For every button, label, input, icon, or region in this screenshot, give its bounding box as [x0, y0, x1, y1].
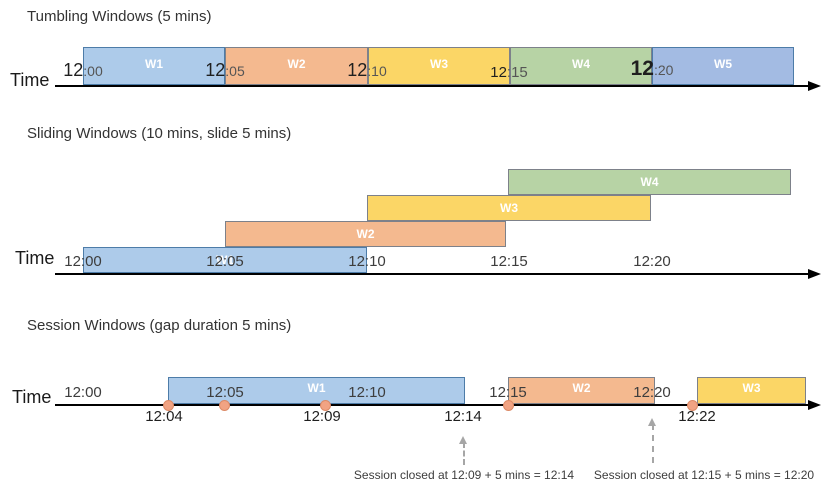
timeline-arrow-icon — [808, 81, 821, 91]
window-box-w1: W1 — [168, 377, 465, 404]
window-box-w3: W3 — [367, 195, 651, 221]
tick-label: 12:20 — [630, 57, 674, 80]
event-dot — [319, 399, 331, 411]
window-box-w1: W1 — [83, 47, 225, 85]
session-windows-title: Session Windows (gap duration 5 mins) — [27, 317, 292, 334]
window-label: W5 — [714, 57, 732, 71]
timeline — [55, 273, 808, 275]
window-box-w2: W2 — [225, 221, 506, 247]
tick-label: 12:00 — [63, 60, 103, 80]
event-time-label: 12:09 — [303, 408, 341, 425]
window-box-w3: W3 — [368, 47, 510, 85]
timeline-arrow-icon — [808, 269, 821, 279]
tick-label: 12:05 — [206, 384, 244, 401]
window-box-w4: W4 — [508, 169, 791, 195]
window-label: W2 — [287, 57, 306, 71]
event-time-label: 12:22 — [678, 408, 716, 425]
event-dot — [162, 399, 174, 411]
tick-label: 12:10 — [348, 253, 386, 270]
tick-label: 12:20 — [633, 253, 671, 270]
tick-label: 12:15 — [490, 64, 528, 81]
sliding-windows-title: Sliding Windows (10 mins, slide 5 mins) — [27, 125, 292, 142]
session-close-annotation: Session closed at 12:15 + 5 mins = 12:20 — [593, 468, 815, 482]
tick-label: 12:00 — [64, 384, 102, 401]
time-axis-label: Time — [15, 248, 55, 268]
timeline — [55, 85, 808, 87]
window-label: W1 — [307, 381, 326, 395]
tick-label: 12:05 — [205, 60, 245, 80]
session-close-annotation: Session closed at 12:09 + 5 mins = 12:14 — [353, 468, 575, 482]
window-box-w1: W1 — [83, 247, 367, 273]
dashed-arrow-icon — [647, 418, 657, 463]
window-label: W1 — [216, 253, 234, 267]
event-dot — [218, 399, 230, 411]
window-label: W2 — [356, 227, 375, 241]
window-box-w2: W2 — [225, 47, 368, 85]
window-box-w4: W4 — [510, 47, 652, 85]
window-label: W4 — [572, 57, 590, 71]
time-axis-label: Time — [10, 70, 50, 90]
tick-label: 12:10 — [348, 384, 386, 401]
window-label: W4 — [640, 175, 659, 189]
tick-label: 12:15 — [489, 384, 527, 401]
window-label: W2 — [572, 381, 591, 395]
event-time-label: 12:04 — [145, 408, 183, 425]
window-box-w3: W3 — [697, 377, 806, 404]
timeline — [55, 404, 808, 406]
event-time-label: 12:14 — [444, 408, 482, 425]
window-label: W3 — [430, 57, 448, 71]
timeline-arrow-icon — [808, 400, 821, 410]
dashed-arrow-icon — [458, 436, 468, 465]
window-label: W3 — [742, 381, 761, 395]
tick-label: 12:15 — [490, 253, 528, 270]
window-box-w5: W5 — [652, 47, 794, 85]
window-label: W1 — [145, 57, 163, 71]
time-axis-label: Time — [12, 387, 52, 407]
window-box-w2: W2 — [508, 377, 655, 404]
event-dot — [686, 399, 698, 411]
tick-label: 12:10 — [347, 60, 387, 80]
event-dot — [502, 399, 514, 411]
tumbling-windows-title: Tumbling Windows (5 mins) — [27, 8, 212, 25]
tick-label: 12:00 — [64, 253, 102, 270]
tick-label: 12:20 — [633, 384, 671, 401]
window-label: W3 — [500, 201, 518, 215]
tick-label: 12:05 — [206, 253, 244, 270]
